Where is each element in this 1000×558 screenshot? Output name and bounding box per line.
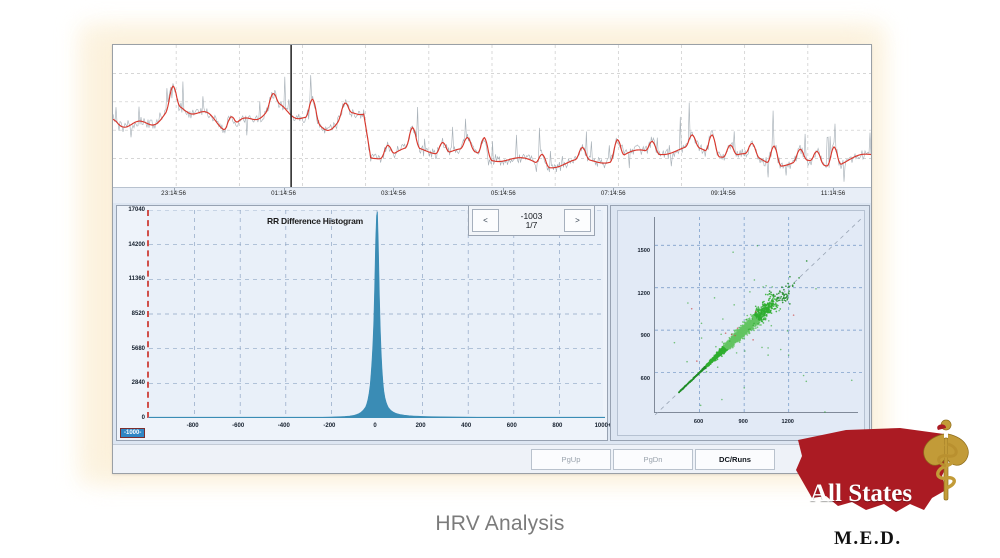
logo-title: All States bbox=[810, 480, 913, 507]
histogram-y-tick-label: 11360 bbox=[128, 276, 145, 283]
hrv-analysis-window: 23:14:56 01:14:56 03:14:56 05:14:56 07:14:56… bbox=[112, 44, 872, 474]
poincare-x-tick-label: 900 bbox=[738, 419, 748, 425]
bin-value: -1003 bbox=[520, 210, 543, 221]
all-states-med-logo: All States M.E.D. bbox=[792, 418, 992, 554]
figure-caption: HRV Analysis bbox=[435, 512, 565, 535]
histogram-y-tick-label: 14200 bbox=[128, 241, 145, 248]
toolbar-button-dc-runs[interactable]: DC/Runs bbox=[695, 449, 775, 470]
time-axis-label: 01:14:56 bbox=[271, 190, 296, 197]
time-axis-label: 07:14:56 bbox=[600, 190, 626, 197]
time-axis-tick bbox=[723, 188, 725, 192]
histogram-x-tick-label: -400 bbox=[277, 423, 290, 429]
poincare-panel[interactable]: 1500 1200 900 600 600 900 1200 bbox=[610, 205, 870, 441]
histogram-y-tick-label: 0 bbox=[141, 415, 145, 421]
time-axis-tick bbox=[283, 188, 285, 192]
bin-navigator[interactable]: < -1003 1/7 > bbox=[468, 205, 595, 236]
histogram-x-tick-label: 1000+ bbox=[594, 423, 612, 429]
toolbar-button-pgup[interactable]: PgUp bbox=[531, 449, 611, 470]
time-axis-label: 23:14:56 bbox=[161, 190, 187, 197]
time-axis-tick bbox=[833, 188, 835, 192]
poincare-x-axis: 600 900 1200 bbox=[654, 419, 858, 429]
poincare-plot-area[interactable] bbox=[654, 216, 864, 416]
histogram-y-tick-label: 5680 bbox=[131, 345, 145, 352]
time-axis-tick bbox=[393, 188, 395, 192]
histogram-x-tick-label: -600 bbox=[232, 423, 245, 429]
bin-page: 1/7 bbox=[525, 219, 538, 230]
rr-tachogram-panel[interactable] bbox=[113, 45, 871, 188]
histogram-x-tick-label: -800 bbox=[186, 423, 199, 429]
histogram-y-tick-label: 17040 bbox=[128, 207, 145, 213]
toolbar-button-pgdn[interactable]: PgDn bbox=[613, 449, 693, 470]
poincare-y-tick-label: 900 bbox=[640, 333, 650, 340]
poincare-y-tick-label: 1500 bbox=[637, 248, 650, 255]
previous-bin-button[interactable]: < bbox=[472, 209, 499, 232]
histogram-plot-area[interactable]: RR Difference Histogram bbox=[147, 209, 606, 419]
histogram-y-tick-label: 8520 bbox=[131, 311, 145, 317]
bin-navigator-value: -1003 1/7 bbox=[520, 210, 543, 230]
time-axis-tick bbox=[503, 188, 505, 192]
time-axis-label: 05:14:56 bbox=[490, 190, 516, 197]
poincare-x-tick-label: 600 bbox=[693, 419, 704, 425]
logo-subtitle: M.E.D. bbox=[834, 528, 902, 549]
lower-panels: 17040 14200 11360 8520 5680 2840 0 RR Differen… bbox=[113, 203, 871, 444]
histogram-x-tick-label: 0 bbox=[373, 423, 377, 429]
histogram-x-tick-label: 400 bbox=[461, 423, 472, 429]
histogram-y-tick-label: 2840 bbox=[131, 380, 145, 387]
next-bin-button[interactable]: > bbox=[564, 209, 591, 232]
poincare-y-axis: 1500 1200 900 600 bbox=[618, 217, 652, 413]
rr-tachogram-chart bbox=[113, 45, 871, 187]
poincare-chart bbox=[654, 216, 864, 416]
histogram-title: RR Difference Histogram bbox=[267, 216, 364, 226]
rr-difference-histogram-panel[interactable]: 17040 14200 11360 8520 5680 2840 0 RR Differen… bbox=[116, 205, 612, 441]
bottom-toolbar: PgUp PgDn DC/Runs bbox=[113, 444, 871, 473]
time-axis-tick bbox=[613, 188, 615, 192]
time-axis-tick bbox=[173, 188, 175, 192]
poincare-inner: 1500 1200 900 600 600 900 1200 bbox=[617, 210, 865, 436]
histogram-x-tick-label: -200 bbox=[323, 423, 336, 429]
histogram-x-axis: -800 -600 -400 -200 0 200 400 600 800 1000+ bbox=[147, 423, 612, 435]
time-axis-label: 03:14:56 bbox=[381, 190, 406, 197]
logo-graphic bbox=[796, 419, 969, 512]
histogram-y-axis: 17040 14200 11360 8520 5680 2840 0 bbox=[117, 207, 145, 421]
histogram-selected-bin-label[interactable]: -1000- bbox=[120, 428, 146, 438]
histogram-x-tick-label: 200 bbox=[415, 423, 426, 429]
histogram-x-tick-label: 800 bbox=[552, 423, 563, 429]
histogram-chart bbox=[148, 209, 606, 419]
time-axis-label: 09:14:56 bbox=[710, 190, 736, 197]
poincare-y-tick-label: 600 bbox=[640, 375, 650, 382]
poincare-x-tick-label: 1200 bbox=[781, 419, 794, 425]
time-axis-label: 11:14:56 bbox=[820, 190, 846, 197]
poincare-y-tick-label: 1200 bbox=[637, 290, 650, 297]
histogram-x-tick-label: 600 bbox=[506, 423, 517, 429]
